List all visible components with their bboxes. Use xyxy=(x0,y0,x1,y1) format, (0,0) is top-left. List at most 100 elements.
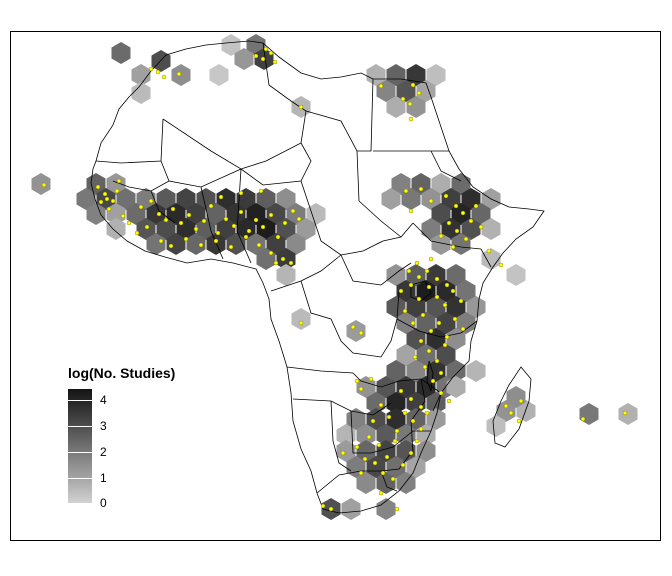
hexbin-cell xyxy=(356,440,376,462)
study-point xyxy=(428,328,434,334)
study-point xyxy=(354,378,360,384)
study-point xyxy=(372,460,378,466)
study-point xyxy=(478,224,484,230)
hexbin-cell xyxy=(421,218,441,240)
hexbin-cell xyxy=(256,218,276,240)
study-point xyxy=(186,212,192,218)
study-point xyxy=(442,342,448,348)
study-point xyxy=(446,220,452,226)
study-point xyxy=(178,220,184,226)
hexbin-cell xyxy=(446,264,466,286)
study-point xyxy=(114,188,120,194)
study-point xyxy=(444,282,450,288)
study-point xyxy=(424,268,430,274)
hexbin-cell xyxy=(456,280,476,302)
hexbin-cell xyxy=(226,233,246,255)
study-point xyxy=(231,223,237,229)
hexbin-cell xyxy=(276,218,296,240)
study-point xyxy=(170,206,176,212)
legend-tick-mark xyxy=(68,503,92,504)
hexbin-cell xyxy=(406,328,426,350)
hexbin-cell xyxy=(386,392,406,414)
study-point xyxy=(436,320,442,326)
border-west xyxy=(112,168,252,264)
study-point xyxy=(412,354,418,360)
hexbin-cell xyxy=(366,392,386,414)
study-point xyxy=(176,71,182,77)
study-point xyxy=(215,230,221,236)
hexbin-cell xyxy=(356,376,376,398)
study-point xyxy=(268,212,274,218)
hexbin-cell xyxy=(376,424,396,446)
hexbin-cell xyxy=(186,203,206,225)
hexbin-cell xyxy=(431,203,451,225)
hexbin-cell xyxy=(234,48,254,70)
hexbin-cell xyxy=(76,188,96,210)
study-point xyxy=(503,403,509,409)
legend-tick-label: 4 xyxy=(100,393,107,407)
study-point xyxy=(426,348,432,354)
study-point xyxy=(418,426,424,432)
border-mozambique xyxy=(410,378,442,454)
hexbin-cell xyxy=(106,173,126,195)
hexbin-cell xyxy=(156,218,176,240)
study-point xyxy=(288,260,294,266)
hexbin-cell xyxy=(466,360,486,382)
study-point xyxy=(420,312,426,318)
hexbin-cell xyxy=(221,34,241,56)
hexbin-cell xyxy=(336,440,356,462)
study-point xyxy=(120,213,126,219)
hexbin-cell xyxy=(291,308,311,330)
study-point xyxy=(390,476,396,482)
study-point xyxy=(428,256,434,262)
study-point xyxy=(354,444,360,450)
study-point xyxy=(438,233,444,239)
study-point xyxy=(98,199,104,205)
study-point xyxy=(350,324,356,330)
hexbin-cell xyxy=(416,312,436,334)
hexbin-cell xyxy=(416,344,436,366)
study-point xyxy=(434,294,440,300)
study-point xyxy=(518,398,524,404)
study-point xyxy=(422,364,428,370)
hexbin-cell xyxy=(396,312,416,334)
africa-hexbin-map xyxy=(31,34,638,520)
study-point xyxy=(450,288,456,294)
study-point xyxy=(463,236,469,242)
border-east xyxy=(412,150,492,268)
hexbin-cell xyxy=(466,296,486,318)
legend-tick-mark xyxy=(68,400,92,401)
border-south-africa xyxy=(316,452,412,494)
study-point xyxy=(228,244,234,250)
study-point xyxy=(253,53,259,59)
study-point xyxy=(41,182,47,188)
hexbin-cell xyxy=(416,440,436,462)
hexbin-cell xyxy=(441,218,461,240)
study-point xyxy=(275,234,281,240)
hexbin-cell xyxy=(416,280,436,302)
study-point xyxy=(416,274,422,280)
study-point xyxy=(161,74,167,80)
hexbin-cell xyxy=(31,173,51,195)
hexbin-cell xyxy=(131,82,151,104)
study-point xyxy=(272,59,278,65)
study-point xyxy=(218,194,224,200)
hexbin-cell xyxy=(146,233,166,255)
hexbin-cell xyxy=(111,42,131,64)
hexbin-cell xyxy=(196,218,216,240)
hexbin-cell xyxy=(156,188,176,210)
study-point xyxy=(468,218,474,224)
study-point xyxy=(408,282,414,288)
study-points-layer xyxy=(41,46,628,512)
study-point xyxy=(410,82,416,88)
study-point xyxy=(408,450,414,456)
study-point xyxy=(116,178,122,184)
hexbin-cell xyxy=(306,203,326,225)
study-point xyxy=(110,198,116,204)
hexbin-cell xyxy=(206,203,226,225)
hexbin-cell xyxy=(176,188,196,210)
hexbin-cell xyxy=(356,424,376,446)
hexbin-cell xyxy=(276,188,296,210)
hexbin-cell xyxy=(446,360,466,382)
hexbin-cell xyxy=(426,264,446,286)
